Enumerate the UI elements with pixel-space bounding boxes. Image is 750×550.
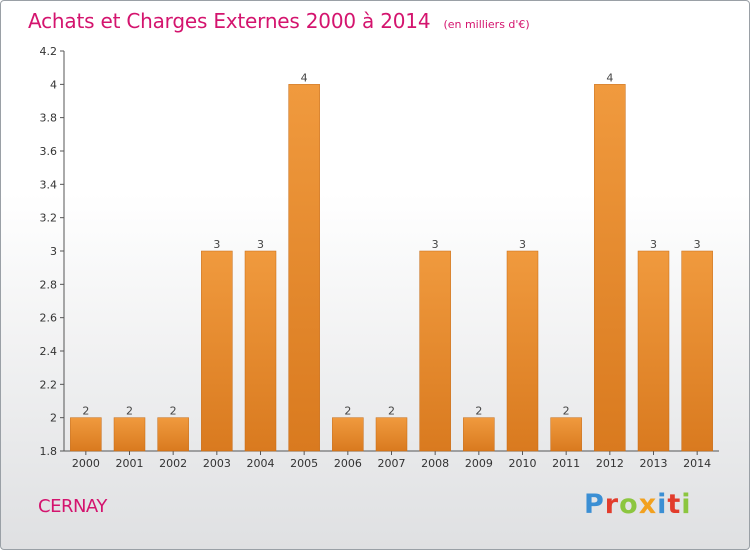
y-tick-label: 3.6	[40, 145, 58, 158]
y-tick-label: 3.2	[40, 212, 58, 225]
data-label: 2	[475, 405, 482, 418]
y-tick-label: 4	[50, 78, 57, 91]
x-tick-label: 2007	[378, 457, 406, 470]
data-label: 4	[606, 71, 613, 84]
y-tick-label: 2.6	[40, 312, 58, 325]
y-tick-label: 2.8	[40, 278, 58, 291]
bar-2012	[594, 84, 626, 452]
x-tick-label: 2002	[159, 457, 187, 470]
x-tick-label: 2008	[421, 457, 449, 470]
title-block: Achats et Charges Externes 2000 à 2014 (…	[28, 9, 530, 33]
y-tick-label: 3.8	[40, 112, 58, 125]
bar-2005	[288, 84, 320, 452]
data-label: 3	[257, 238, 264, 251]
bar-2009	[463, 417, 495, 452]
x-tick-label: 2001	[116, 457, 144, 470]
bar-2007	[375, 417, 408, 452]
bar-2011	[550, 417, 582, 452]
brand-letter: x	[638, 489, 658, 520]
bar-2006	[332, 417, 364, 452]
x-tick-label: 2012	[596, 457, 624, 470]
brand-letter: i	[657, 489, 668, 520]
data-label: 3	[650, 238, 657, 251]
chart-subtitle: (en milliers d'€)	[443, 18, 530, 31]
bar-2014	[681, 250, 713, 452]
bar-2013	[637, 250, 670, 452]
brand-letter: P	[584, 489, 605, 520]
x-tick-label: 2000	[72, 457, 100, 470]
data-label: 2	[388, 405, 395, 418]
x-tick-label: 2014	[683, 457, 711, 470]
data-label: 2	[563, 405, 570, 418]
x-tick-label: 2010	[509, 457, 537, 470]
commune-name: CERNAY	[38, 496, 107, 517]
data-label: 2	[82, 405, 89, 418]
bar-2008	[419, 250, 451, 452]
y-tick-label: 1.8	[40, 445, 58, 458]
brand-letter: t	[667, 489, 682, 520]
y-tick-label: 3.4	[40, 178, 58, 191]
data-label: 2	[170, 405, 177, 418]
x-tick-label: 2004	[247, 457, 275, 470]
chart-title: Achats et Charges Externes 2000 à 2014	[28, 9, 431, 33]
data-label: 3	[432, 238, 439, 251]
y-tick-label: 3	[50, 245, 57, 258]
x-tick-label: 2006	[334, 457, 362, 470]
bar-2010	[506, 250, 539, 452]
brand-letter: r	[604, 489, 620, 520]
x-tick-label: 2011	[552, 457, 580, 470]
bar-2002	[157, 417, 189, 452]
brand-letter: i	[681, 489, 692, 520]
bar-2001	[113, 417, 146, 452]
data-label: 4	[301, 71, 308, 84]
brand-logo: Proxiti	[584, 489, 692, 520]
y-tick-label: 4.2	[40, 45, 58, 58]
y-tick-label: 2.4	[40, 345, 58, 358]
x-tick-label: 2009	[465, 457, 493, 470]
x-tick-label: 2005	[290, 457, 318, 470]
y-tick-label: 2	[50, 412, 57, 425]
x-tick-label: 2013	[640, 457, 668, 470]
x-tick-label: 2003	[203, 457, 231, 470]
data-label: 2	[126, 405, 133, 418]
data-label: 3	[519, 238, 526, 251]
bar-2004	[244, 250, 277, 452]
data-label: 3	[694, 238, 701, 251]
bar-2003	[201, 250, 233, 452]
bar-2000	[70, 417, 102, 452]
y-tick-label: 2.2	[40, 378, 58, 391]
data-label: 2	[344, 405, 351, 418]
brand-letter: o	[619, 489, 639, 520]
data-label: 3	[213, 238, 220, 251]
